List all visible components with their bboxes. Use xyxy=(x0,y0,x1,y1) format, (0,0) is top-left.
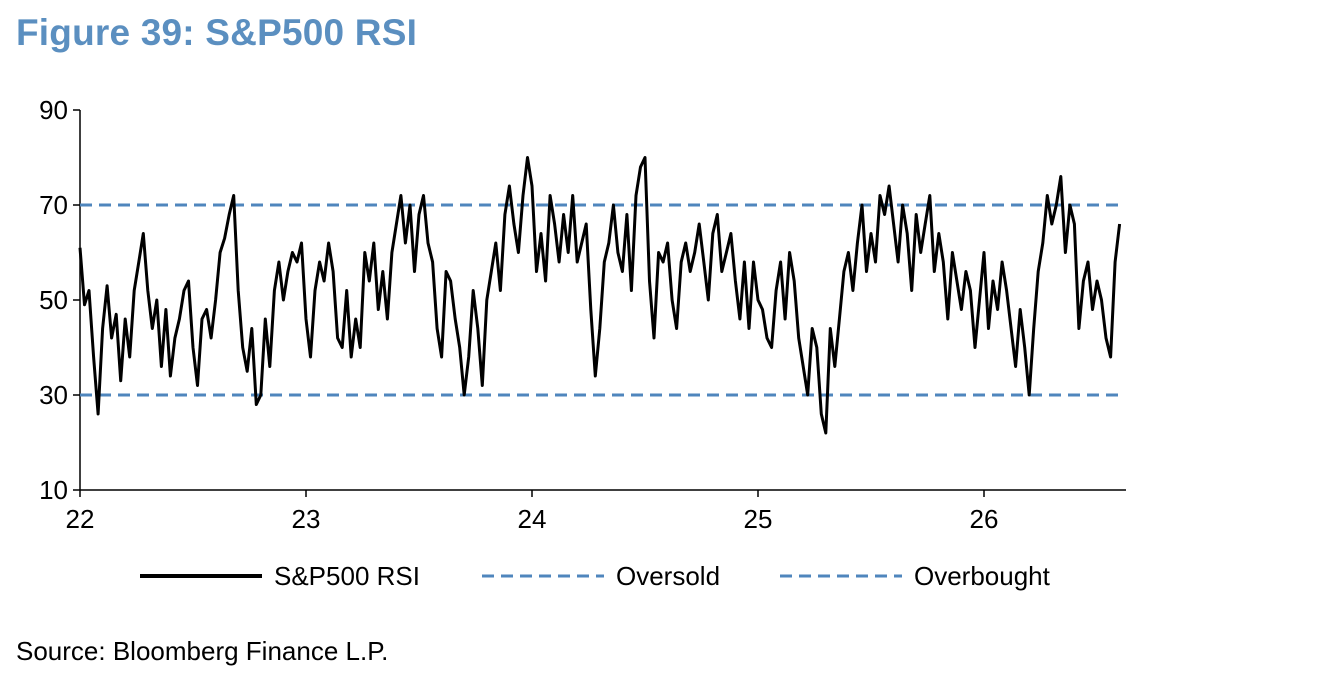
y-tick-label: 10 xyxy=(39,475,68,505)
reference-lines xyxy=(80,203,1120,397)
y-tick-label: 70 xyxy=(39,190,68,220)
x-tick-label: 25 xyxy=(744,504,773,534)
y-tick-label: 50 xyxy=(39,285,68,315)
x-tick-label: 24 xyxy=(518,504,547,534)
y-tick-label: 30 xyxy=(39,380,68,410)
x-tick-label: 22 xyxy=(66,504,95,534)
legend: S&P500 RSI Oversold Overbought xyxy=(140,561,1051,591)
legend-label: Overbought xyxy=(914,561,1051,591)
x-tick-label: 23 xyxy=(292,504,321,534)
y-axis: 10 30 50 70 90 xyxy=(39,95,81,505)
legend-label: Oversold xyxy=(616,561,720,591)
chart-title: Figure 39: S&P500 RSI xyxy=(16,12,418,53)
x-tick-label: 26 xyxy=(970,504,999,534)
legend-label: S&P500 RSI xyxy=(274,561,420,591)
rsi-series-line xyxy=(78,156,1122,435)
source-note: Source: Bloomberg Finance L.P. xyxy=(16,636,389,666)
y-tick-label: 90 xyxy=(39,95,68,125)
series-lines xyxy=(78,156,1122,435)
x-axis: 22 23 24 25 26 xyxy=(66,489,1126,534)
